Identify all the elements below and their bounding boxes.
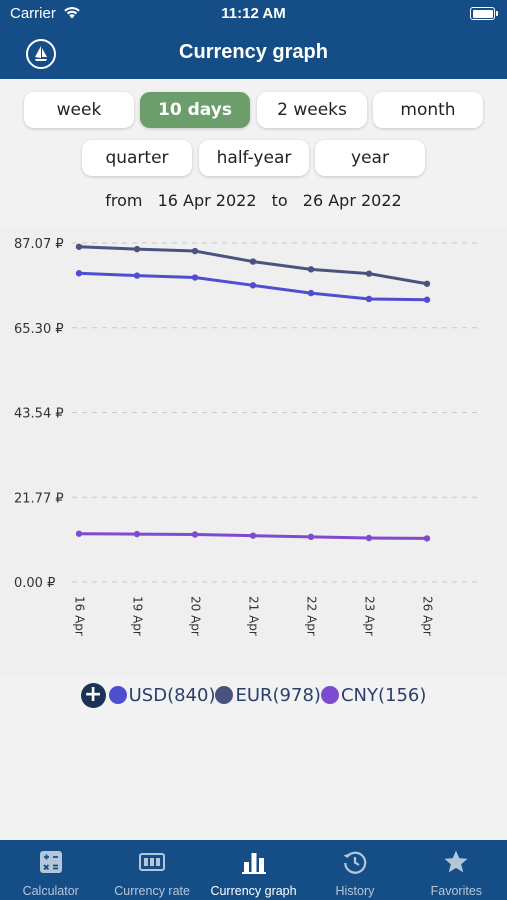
- currency-chart[interactable]: 87.07 ₽ 65.30 ₽ 43.54 ₽ 21.77 ₽ 0.00 ₽ 16 Apr…: [0, 226, 507, 676]
- data-point-usd[interactable]: [133, 272, 141, 279]
- legend: + USD(840) EUR(978) CNY(156): [0, 681, 507, 709]
- to-date[interactable]: 26 Apr 2022: [302, 191, 402, 210]
- page-title: Currency graph: [179, 41, 328, 63]
- bar-chart-icon: [241, 853, 266, 874]
- data-point-usd[interactable]: [423, 296, 431, 303]
- tab-currency-rate[interactable]: Currency rate: [101, 840, 202, 900]
- period-year-button[interactable]: year: [315, 140, 425, 176]
- tab-label-calculator: Calculator: [22, 884, 79, 898]
- y-tick-label: 65.30 ₽: [14, 322, 64, 337]
- legend-dot-eur: [215, 686, 234, 704]
- add-currency-button[interactable]: +: [80, 682, 106, 708]
- y-tick-label: 21.77 ₽: [14, 491, 64, 506]
- data-point-eur[interactable]: [365, 270, 373, 277]
- data-point-cny[interactable]: [133, 530, 141, 538]
- date-range: from 16 Apr 2022 to 26 Apr 2022: [0, 191, 507, 210]
- data-point-cny[interactable]: [191, 531, 199, 538]
- calculator-icon: [39, 851, 62, 873]
- data-point-cny[interactable]: [75, 530, 83, 537]
- period-month-button[interactable]: month: [373, 92, 483, 128]
- tab-calculator[interactable]: Calculator: [0, 840, 101, 900]
- x-tick-label: 20 Apr: [189, 596, 203, 636]
- star-icon: [444, 850, 468, 873]
- data-point-usd[interactable]: [191, 274, 199, 281]
- data-point-eur[interactable]: [75, 243, 83, 250]
- series-line-eur: [78, 245, 428, 286]
- nav-bar: Currency graph: [0, 28, 507, 79]
- tab-history[interactable]: History: [304, 840, 405, 900]
- chart-svg: 87.07 ₽ 65.30 ₽ 43.54 ₽ 21.77 ₽ 0.00 ₽ 16 Apr…: [14, 237, 480, 636]
- data-point-cny[interactable]: [249, 532, 257, 539]
- x-tick-label: 26 Apr: [421, 596, 435, 636]
- clock: 11:12 AM: [221, 5, 286, 22]
- legend-item-cny[interactable]: CNY(156): [320, 684, 427, 706]
- x-tick-label: 16 Apr: [73, 596, 87, 636]
- period-week-button[interactable]: week: [24, 92, 134, 128]
- data-point-cny[interactable]: [365, 534, 373, 542]
- data-point-usd[interactable]: [307, 289, 315, 297]
- y-tick-label: 43.54 ₽: [14, 407, 64, 422]
- battery-icon: [470, 7, 498, 20]
- tab-label-currency-graph: Currency graph: [210, 884, 297, 898]
- tab-bar: Calculator Currency rate Currency graph …: [0, 840, 507, 900]
- x-tick-label: 21 Apr: [247, 596, 261, 636]
- data-point-usd[interactable]: [249, 282, 257, 289]
- x-tick-label: 19 Apr: [131, 596, 145, 636]
- y-tick-label: 0.00 ₽: [14, 576, 55, 591]
- tab-currency-graph[interactable]: Currency graph: [203, 840, 304, 900]
- x-tick-label: 23 Apr: [363, 596, 377, 636]
- sailboat-icon[interactable]: [26, 39, 56, 69]
- x-tick-label: 22 Apr: [305, 596, 319, 636]
- legend-label-cny: CNY(156): [340, 684, 427, 706]
- data-point-eur[interactable]: [423, 280, 431, 287]
- data-point-cny[interactable]: [423, 535, 431, 542]
- period-quarter-button[interactable]: quarter: [82, 140, 192, 176]
- legend-label-usd: USD(840): [128, 684, 216, 706]
- data-point-eur[interactable]: [307, 266, 315, 273]
- tab-label-history: History: [335, 884, 375, 898]
- legend-dot-usd: [108, 686, 127, 704]
- to-label: to: [271, 191, 288, 210]
- data-point-usd[interactable]: [75, 270, 83, 277]
- legend-item-eur[interactable]: EUR(978): [215, 684, 321, 706]
- data-point-eur[interactable]: [133, 245, 141, 253]
- carrier-label: Carrier: [10, 5, 56, 22]
- period-10-days-button[interactable]: 10 days: [140, 92, 250, 128]
- from-label: from: [105, 191, 143, 210]
- data-point-eur[interactable]: [191, 247, 199, 255]
- status-bar: Carrier 11:12 AM: [0, 0, 507, 28]
- y-tick-label: 87.07 ₽: [14, 237, 64, 252]
- period-half-year-button[interactable]: half-year: [199, 140, 309, 176]
- tab-favorites[interactable]: Favorites: [406, 840, 507, 900]
- data-point-usd[interactable]: [365, 295, 373, 303]
- wifi-icon: [64, 7, 80, 19]
- from-date[interactable]: 16 Apr 2022: [157, 191, 257, 210]
- tab-label-currency-rate: Currency rate: [114, 884, 190, 898]
- rate-board-icon: [139, 853, 166, 871]
- history-icon: [343, 851, 367, 874]
- legend-item-usd[interactable]: USD(840): [108, 684, 216, 706]
- legend-label-eur: EUR(978): [235, 684, 321, 706]
- data-point-eur[interactable]: [249, 258, 257, 265]
- tab-label-favorites: Favorites: [430, 884, 483, 898]
- legend-dot-cny: [320, 686, 339, 704]
- data-point-cny[interactable]: [307, 533, 315, 541]
- period-2-weeks-button[interactable]: 2 weeks: [257, 92, 367, 128]
